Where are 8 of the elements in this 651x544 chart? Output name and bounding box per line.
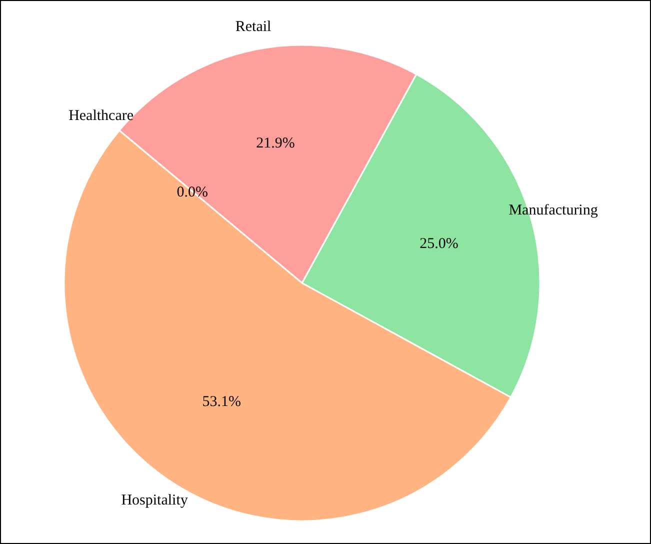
category-label: Healthcare [68,108,134,124]
text: 0.0% [176,184,208,200]
data-label: 25.0% [420,236,458,252]
slice-label: Hospitality [121,492,188,508]
slice-label: Manufacturing [508,202,598,219]
data-label: 53.1% [202,394,241,410]
data-label: 21.9% [256,136,295,152]
slice-label: Retail [235,18,272,35]
